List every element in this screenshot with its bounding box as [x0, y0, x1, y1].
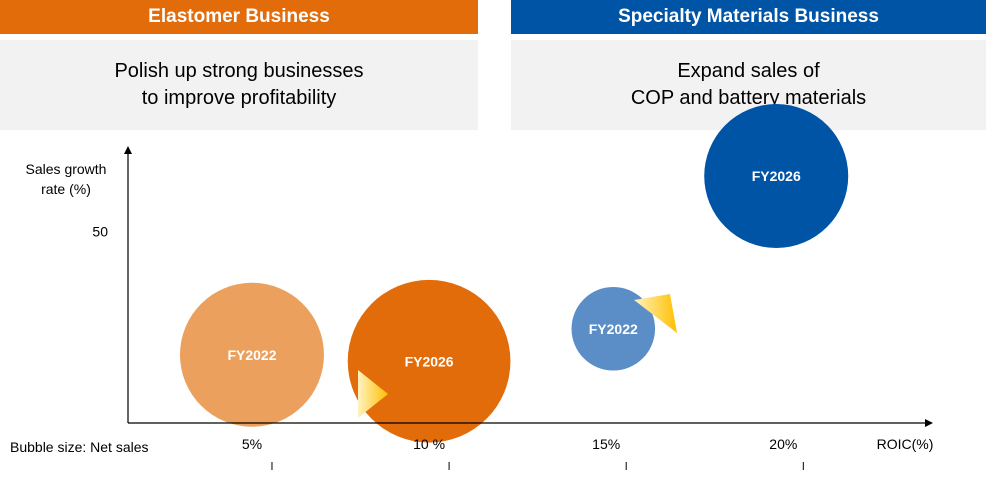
elastomer-header: Elastomer Business	[0, 0, 478, 34]
specialty-bubble-fy2026	[704, 104, 849, 248]
elastomer-bubble-label-fy2026: FY2026	[405, 353, 454, 369]
x-tick-label: 5%	[242, 436, 262, 452]
specialty-growth-arrow-icon	[634, 294, 677, 333]
elastomer-bubble-fy2022	[179, 282, 324, 427]
specialty-bubble-label-fy2026: FY2026	[752, 168, 801, 184]
x-tick-label: 10 %	[413, 436, 445, 452]
specialty-header-label: Specialty Materials Business	[618, 6, 879, 27]
elastomer-bubble-label-fy2022: FY2022	[227, 347, 276, 363]
y-axis-label: rate (%)	[41, 181, 91, 197]
specialty-bubble-label-fy2022: FY2022	[589, 321, 638, 337]
specialty-bubble-fy2022	[571, 286, 656, 371]
y-axis-label: Sales growth	[26, 161, 107, 177]
elastomer-bubble-fy2026	[347, 279, 511, 443]
elastomer-strategy-line-2: to improve profitability	[141, 87, 337, 109]
x-tick-label: 20%	[769, 436, 797, 452]
specialty-strategy-line-2: COP and battery materials	[630, 87, 867, 109]
specialty-strategy-line-1: Expand sales of	[677, 60, 820, 82]
x-tick-label: 15%	[592, 436, 620, 452]
x-axis-arrowhead	[925, 419, 933, 427]
x-axis-label: ROIC(%)	[877, 436, 934, 452]
bubble-size-note: Bubble size: Net sales	[10, 439, 149, 455]
elastomer-strategy-panel: Polish up strong businesses to improve p…	[0, 40, 478, 130]
y-tick-label: 50	[92, 223, 108, 239]
y-axis-arrowhead	[124, 146, 132, 154]
elastomer-growth-arrow-icon	[358, 370, 388, 418]
elastomer-strategy-line-1: Polish up strong businesses	[114, 60, 364, 82]
specialty-header: Specialty Materials Business	[511, 0, 986, 34]
elastomer-header-label: Elastomer Business	[148, 6, 330, 27]
